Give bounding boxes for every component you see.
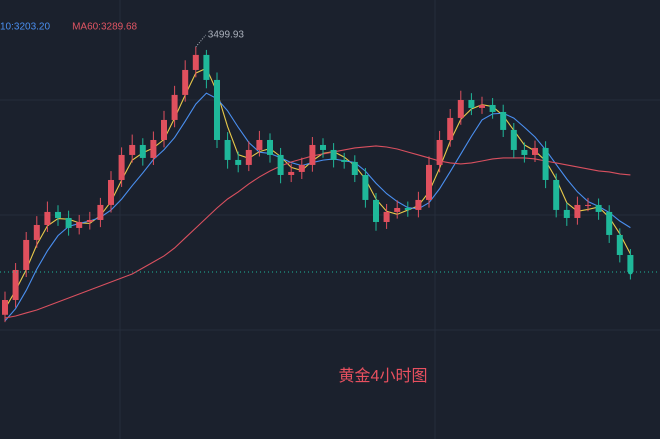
candle-body <box>224 139 231 160</box>
candle-body <box>521 149 528 155</box>
ma-line <box>4 145 631 319</box>
peak-label: 3499.93 <box>208 30 245 41</box>
candle-body <box>383 211 390 222</box>
candle-body <box>489 104 496 112</box>
candle-body <box>267 139 273 155</box>
chart-annotation: 黄金4小时图 <box>339 367 428 385</box>
candle-body <box>616 234 623 255</box>
candle-body <box>288 171 295 175</box>
candle-body <box>351 161 358 175</box>
candle-body <box>436 139 443 165</box>
candle-body <box>585 204 591 206</box>
candle-body <box>76 221 83 228</box>
peak-leader <box>195 34 207 48</box>
candle-body <box>235 159 242 165</box>
candle-body <box>553 179 560 210</box>
candle-body <box>426 164 432 200</box>
candle-body <box>563 209 570 218</box>
candle-body <box>12 269 19 300</box>
candle-body <box>277 154 284 175</box>
candle-body <box>510 129 517 150</box>
candle-body <box>150 139 157 158</box>
candle-body <box>192 54 199 70</box>
candle-body <box>203 54 210 80</box>
candle-body <box>341 159 348 162</box>
candle-body <box>574 204 581 218</box>
candle-body <box>532 147 538 155</box>
candle-body <box>309 144 316 165</box>
candle-body <box>447 117 454 140</box>
candle-body <box>86 219 93 222</box>
candle-body <box>330 149 337 160</box>
candle-body <box>139 144 146 158</box>
legend-entry: 10:3203.20 <box>0 22 50 33</box>
candle-body <box>606 211 613 235</box>
candle-body <box>97 204 104 220</box>
candle-body <box>595 204 602 212</box>
candle-body <box>161 119 167 140</box>
candle-body <box>500 111 507 130</box>
candle-body <box>394 207 401 212</box>
candle-body <box>298 164 305 172</box>
candle-body <box>23 239 30 270</box>
candle-body <box>55 211 61 218</box>
candle-body <box>245 149 252 165</box>
candle-body <box>129 144 136 155</box>
candle-body <box>320 144 326 150</box>
candle-body <box>33 224 40 240</box>
candle-body <box>468 99 475 108</box>
candle-body <box>627 254 634 272</box>
candle-body <box>415 199 422 210</box>
candle-body <box>44 211 51 225</box>
candle-body <box>214 79 220 140</box>
ma-line <box>4 92 631 322</box>
candle-body <box>2 299 8 315</box>
candle-body <box>182 69 189 95</box>
candle-body <box>256 139 263 150</box>
candle-body <box>108 179 114 205</box>
candle-body <box>404 207 411 210</box>
candle-body <box>479 104 485 108</box>
candle-body <box>457 99 464 118</box>
candle-body <box>118 154 125 180</box>
candle-body <box>362 174 369 200</box>
last-price-dot <box>627 269 633 275</box>
candle-body <box>171 94 178 120</box>
candle-body <box>542 147 549 180</box>
legend-entry: MA60:3289.68 <box>72 22 137 33</box>
candle-body <box>373 199 379 222</box>
candle-body <box>65 217 72 228</box>
